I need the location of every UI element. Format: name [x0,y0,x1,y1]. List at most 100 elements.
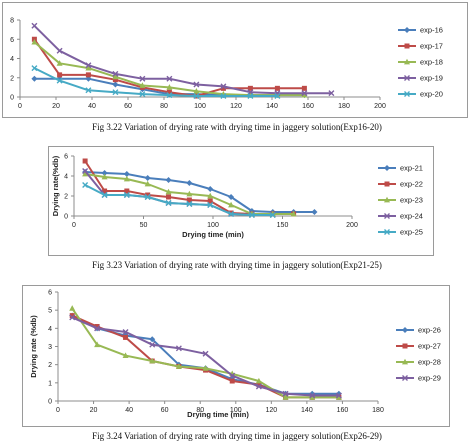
y-tick-label: 1 [48,380,52,387]
data-point-exp-29 [335,392,342,399]
x-tick-label: 150 [277,222,289,229]
data-point-exp-23 [207,192,214,199]
data-point-exp-16 [31,75,38,82]
y-tick-label: 2 [64,194,68,201]
data-point-exp-27 [123,334,129,340]
legend-item-exp-24: exp-24 [378,212,423,221]
data-point-exp-23 [101,173,108,180]
legend-label: exp-22 [400,180,423,189]
series-line-exp-27 [71,314,339,399]
data-point-exp-28 [282,394,289,400]
x-tick-label: 120 [265,407,277,414]
data-point-exp-29 [229,372,236,379]
x-tick-label: 20 [52,103,60,110]
x-tick-label: 50 [140,222,148,229]
data-point-exp-21 [207,186,214,192]
chart-panel-1: 0 20 40 60 80 100 120 140 160 180 200 0 2 4 6 8 exp-16 ex… [0,0,474,140]
series-exp-22 [82,158,297,217]
data-point-exp-23 [186,190,193,197]
legend-label: exp-25 [400,228,423,237]
y-tick-label: 0 [48,399,52,406]
legend-marker [384,213,390,219]
series-line-exp-19 [33,25,332,95]
data-point-exp-20 [247,93,254,100]
data-point-exp-29 [149,341,156,348]
data-point-exp-27 [69,313,75,319]
data-point-exp-23 [165,188,172,195]
x-tick-label: 40 [125,407,133,414]
x-tick-label: 0 [18,103,22,110]
chart-1-caption: Fig 3.22 Variation of drying rate with d… [92,122,382,132]
series-exp-28 [69,305,342,400]
legend-marker [404,27,410,33]
y-tick-label: 4 [10,56,14,63]
chart-2-caption: Fig 3.23 Variation of drying rate with d… [92,260,382,270]
data-point-exp-21 [186,180,193,186]
data-point-exp-29 [69,314,76,321]
legend-item-exp-28: exp-28 [396,358,441,367]
x-tick-label: 180 [372,407,384,414]
data-point-exp-20 [274,93,281,100]
data-point-exp-18 [112,73,119,80]
data-point-exp-21 [144,175,151,181]
chart-3-svg: 0 20 40 60 80 100 120 140 160 180 0 1 2 3 4 5 6 Drying ti… [29,290,441,420]
data-point-exp-20 [31,65,38,72]
data-point-exp-29 [255,383,262,390]
data-point-exp-24 [82,168,89,174]
legend-marker [384,165,390,171]
series-exp-27 [69,313,342,400]
data-point-exp-27 [229,378,235,384]
legend-label: exp-17 [420,42,443,51]
x-tick-label: 200 [346,222,358,229]
data-point-exp-19 [56,47,63,54]
data-point-exp-25 [228,211,235,217]
data-point-exp-18 [301,91,308,98]
legend-marker [404,58,410,65]
data-point-exp-29 [282,390,289,397]
data-point-exp-20 [56,77,63,84]
x-tick-label: 100 [230,407,242,414]
data-point-exp-28 [94,341,101,348]
legend-label: exp-20 [420,90,443,99]
data-point-exp-28 [202,365,209,371]
x-tick-label: 140 [301,407,313,414]
data-point-exp-23 [228,201,235,208]
x-tick-label: 200 [374,103,386,110]
y-tick-label: 4 [48,326,52,333]
data-point-exp-22 [82,158,88,164]
data-point-exp-25 [269,212,276,218]
legend-item-exp-16: exp-16 [398,26,443,35]
data-point-exp-21 [228,194,235,200]
data-point-exp-28 [255,377,262,384]
legend-item-exp-29: exp-29 [396,374,441,383]
legend-label: exp-23 [400,196,423,205]
data-point-exp-25 [165,200,172,206]
y-tick-label: 6 [10,37,14,44]
legend-item-exp-21: exp-21 [378,164,423,173]
data-point-exp-18 [139,82,146,88]
data-point-exp-25 [207,202,214,208]
series-line-exp-25 [84,184,273,216]
x-tick-label: 180 [338,103,350,110]
x-axis-title: Drying time (min) [182,230,244,239]
data-point-exp-26 [335,390,342,397]
legend-item-exp-27: exp-27 [396,342,441,351]
x-tick-label: 60 [161,407,169,414]
data-point-exp-25 [123,192,130,198]
data-point-exp-25 [144,194,151,200]
chart-3-caption: Fig 3.24 Variation of drying rate with d… [92,431,382,441]
data-point-exp-25 [101,192,108,198]
data-point-exp-18 [193,88,200,94]
data-point-exp-22 [207,198,213,204]
data-point-exp-21 [123,171,130,177]
y-tick-label: 4 [64,174,68,181]
data-point-exp-22 [145,192,151,198]
data-point-exp-19 [166,75,173,82]
data-point-exp-23 [290,210,297,217]
data-point-exp-28 [175,363,182,369]
legend-label: exp-29 [418,374,441,383]
data-point-exp-20 [85,87,92,94]
series-exp-25 [82,182,276,218]
data-point-exp-18 [166,84,173,90]
data-point-exp-27 [256,382,262,388]
